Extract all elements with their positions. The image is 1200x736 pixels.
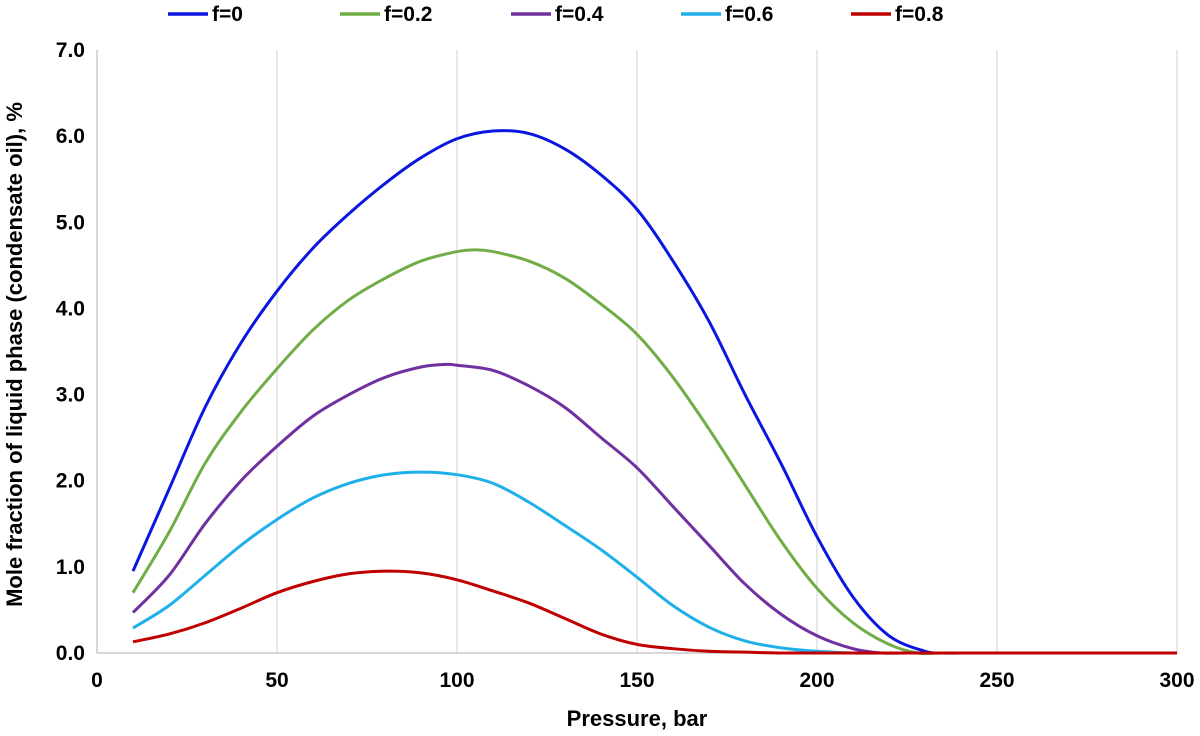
series-line-4: [132, 569, 1177, 655]
series-line-1: [131, 248, 1177, 656]
x-tick-label: 200: [799, 669, 834, 692]
x-tick-label: 250: [979, 669, 1014, 692]
legend-label-4: f=0.8: [895, 3, 944, 26]
axes: 0 50 100 150 200 250 300 0.0 1.0 2.0 3.0 4.0 5.0 6.0 7…: [56, 39, 1195, 692]
series-lines: [131, 129, 1177, 656]
legend-label-2: f=0.4: [555, 3, 604, 26]
y-tick-label: 2.0: [56, 470, 85, 493]
x-tick-label: 0: [91, 669, 103, 692]
legend: f=0 f=0.2 f=0.4 f=0.6 f=0.8: [168, 3, 944, 26]
legend-label-0: f=0: [212, 3, 243, 26]
y-tick-label: 1.0: [56, 556, 85, 579]
y-axis-title: Mole fraction of liquid phase (condensat…: [2, 102, 27, 607]
legend-label-3: f=0.6: [725, 3, 773, 26]
y-tick-label: 3.0: [56, 384, 85, 407]
y-tick-label: 5.0: [56, 211, 85, 234]
x-tick-label: 300: [1159, 669, 1194, 692]
series-line-0: [131, 129, 1177, 655]
y-tick-label: 4.0: [56, 297, 85, 320]
x-tick-label: 50: [265, 669, 288, 692]
x-tick-label: 100: [439, 669, 474, 692]
x-tick-label: 150: [619, 669, 654, 692]
series-line-2: [131, 362, 1177, 655]
y-tick-label: 7.0: [56, 39, 85, 62]
x-axis-title: Pressure, bar: [567, 706, 708, 731]
gridlines: [276, 50, 1178, 653]
legend-label-1: f=0.2: [384, 3, 432, 26]
series-line-3: [132, 470, 1177, 655]
y-tick-label: 0.0: [56, 642, 85, 665]
y-tick-label: 6.0: [56, 125, 85, 148]
